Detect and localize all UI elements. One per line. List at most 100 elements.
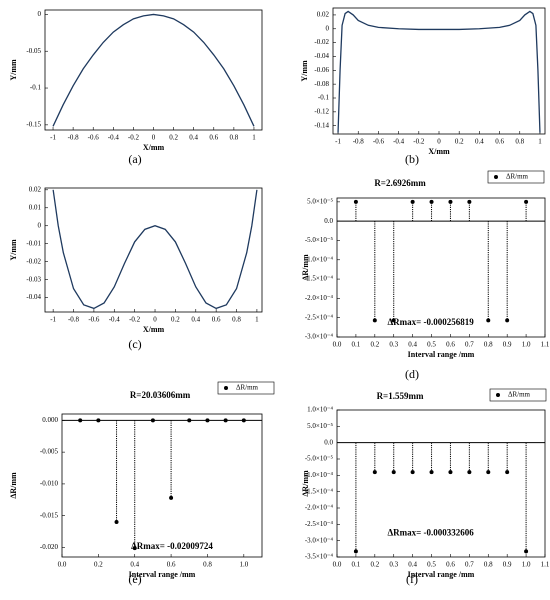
x-axis-label: X/mm [428,147,450,156]
point [114,520,119,525]
x-tick-label: 0.7 [465,341,474,349]
x-tick-label: 0.6 [446,341,455,349]
x-tick-label: 0.8 [484,341,493,349]
x-tick-label: 0.4 [191,316,200,324]
legend-marker [496,393,500,397]
y-tick-label: -0.1 [318,94,330,102]
y-tick-label: -0.15 [26,120,41,128]
point [448,199,453,204]
y-tick-label: -1.0×10⁻⁴ [305,471,334,479]
y-tick-label: -2.5×10⁻⁴ [305,520,334,528]
y-axis-label: ΔR/mm [301,470,310,497]
y-tick-label: -5.0×10⁻⁵ [305,455,334,463]
legend-box [487,170,545,184]
chart-title: R=2.6926mm [374,178,426,188]
y-tick-label: -0.05 [26,47,41,55]
x-tick-label: 0.4 [408,561,417,569]
x-tick-label: 0.2 [171,316,180,324]
y-tick-label: 0.0 [324,217,333,225]
y-tick-label: -3.5×10⁻⁴ [305,553,334,561]
x-tick-label: 0.4 [475,138,484,146]
y-tick-label: -2.0×10⁻⁴ [305,294,334,302]
y-tick-label: -2.5×10⁻⁴ [305,313,334,321]
x-tick-label: 1 [255,316,259,324]
y-tick-label: -0.03 [26,275,41,283]
legend-label: ΔR/mm [506,173,529,181]
y-tick-label: -0.020 [40,543,59,551]
y-tick-label: -0.005 [40,448,59,456]
x-tick-label: 0.5 [427,561,436,569]
caption: (f) [406,572,418,586]
point [505,318,510,323]
x-tick-label: 0.8 [203,561,212,569]
point [241,418,246,423]
y-tick-label: -2.0×10⁻⁴ [305,504,334,512]
y-tick-label: 0.0 [324,438,333,446]
x-tick-label: 1.0 [522,341,531,349]
y-tick-label: -0.010 [40,480,59,488]
y-tick-label: -3.0×10⁻⁴ [305,536,334,544]
y-tick-label: -0.08 [314,80,329,88]
x-tick-label: -0.8 [68,134,80,142]
y-axis-label: ΔR/mm [9,472,18,499]
legend-label: ΔR/mm [508,391,531,399]
x-tick-label: 0.3 [389,341,398,349]
x-tick-label: -0.8 [353,138,365,146]
x-tick-label: 0.2 [169,134,178,142]
x-tick-label: 0.2 [370,561,379,569]
x-tick-label: 1 [538,138,542,146]
y-axis-label: Y/mm [9,59,18,81]
x-tick-label: -0.6 [88,316,100,324]
x-tick-label: 0.2 [94,561,103,569]
caption: (b) [405,152,419,166]
point [372,318,377,323]
legend-box [217,381,275,395]
x-tick-label: 0.7 [465,561,474,569]
x-tick-label: -1 [335,138,341,146]
x-tick-label: 0.8 [484,561,493,569]
x-tick-label: 0.1 [352,341,361,349]
x-tick-label: 0.0 [333,341,342,349]
x-tick-label: -0.8 [68,316,80,324]
y-axis-label: ΔR/mm [301,254,310,281]
caption: (d) [405,367,419,381]
plot-frame [44,9,263,131]
x-tick-label: 0 [437,138,441,146]
x-axis-label: Interval range /mm [129,570,196,579]
point [429,199,434,204]
point [429,470,434,475]
point [96,418,101,423]
x-tick-label: 0.2 [455,138,464,146]
y-tick-label: -1.0×10⁻⁴ [305,255,334,263]
point [448,470,453,475]
x-tick-label: 0.8 [232,316,241,324]
annotation: ΔRmax= -0.000332606 [387,528,474,538]
point [223,418,228,423]
x-tick-label: -0.2 [128,134,140,142]
line [52,13,255,127]
caption: (c) [128,337,141,351]
y-tick-label: -0.04 [314,52,329,60]
x-axis-label: Interval range /mm [408,570,475,579]
y-tick-label: -0.14 [314,121,329,129]
point [372,470,377,475]
x-axis-label: X/mm [143,325,165,334]
plot-frame [336,409,546,558]
legend-box [489,388,547,402]
point [391,470,396,475]
x-tick-label: 0.0 [58,561,67,569]
y-tick-label: -0.1 [30,84,42,92]
point [486,318,491,323]
y-tick-label: 0.02 [29,185,42,193]
y-tick-label: 0 [38,10,42,18]
x-tick-label: -1 [50,134,56,142]
x-tick-label: 0.8 [229,134,238,142]
x-tick-label: 0.6 [209,134,218,142]
x-tick-label: -0.4 [108,134,120,142]
point [169,495,174,500]
y-tick-label: -0.02 [314,38,329,46]
x-tick-label: 0.1 [352,561,361,569]
y-tick-label: -1.5×10⁻⁴ [305,487,334,495]
x-tick-label: 0.9 [503,561,512,569]
